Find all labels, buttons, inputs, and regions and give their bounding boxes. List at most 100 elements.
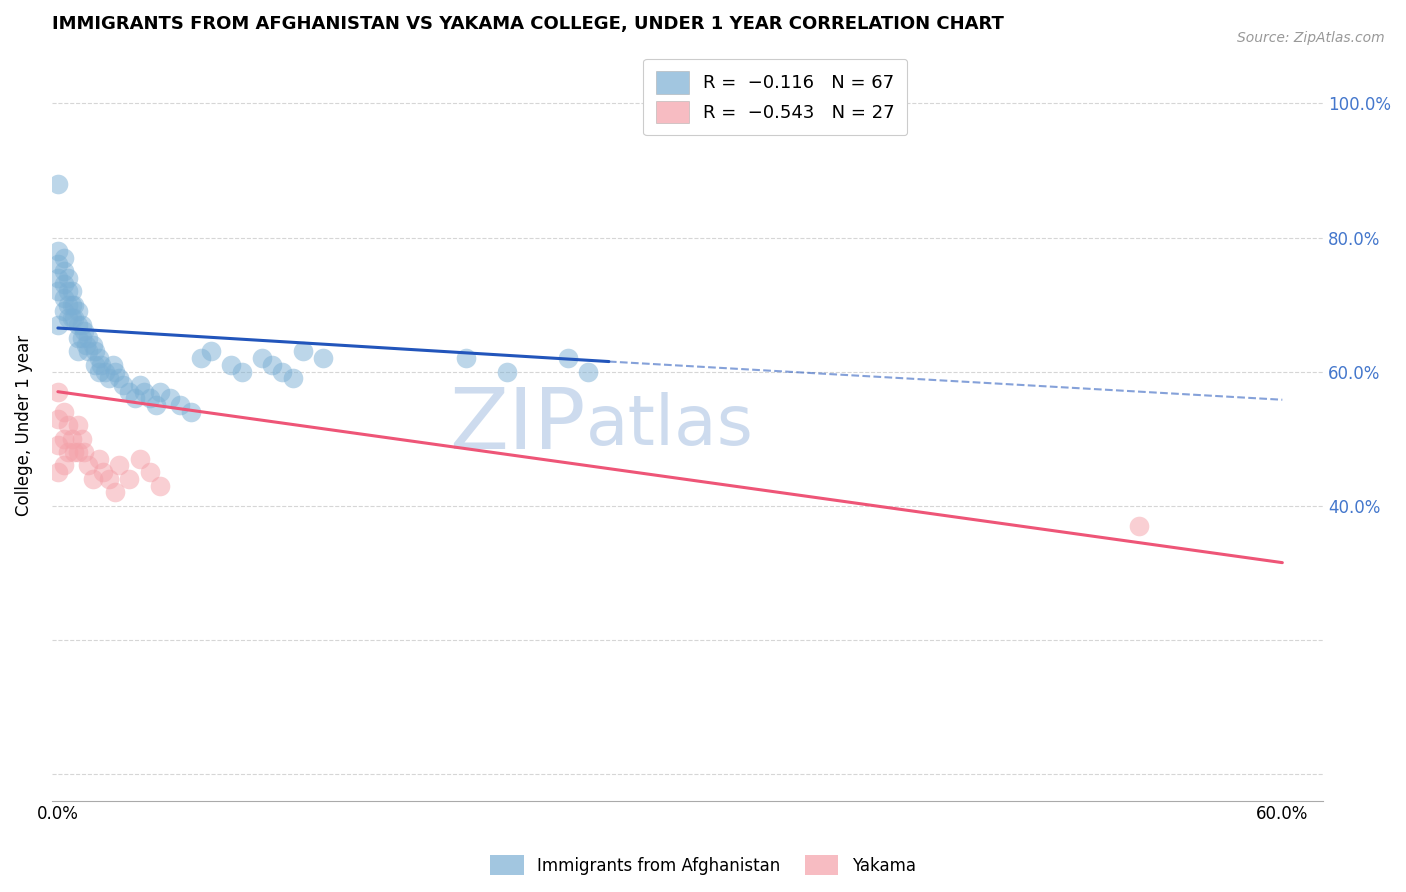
Point xyxy=(60,297,83,311)
Point xyxy=(63,310,86,325)
Point xyxy=(67,418,90,433)
Text: ZIP: ZIP xyxy=(450,384,586,467)
Point xyxy=(221,358,243,372)
Point xyxy=(271,365,294,379)
Text: atlas: atlas xyxy=(586,392,754,458)
Point xyxy=(75,338,97,352)
Point xyxy=(91,465,114,479)
Point xyxy=(53,291,76,305)
Point xyxy=(231,365,253,379)
Point xyxy=(73,324,96,338)
Point xyxy=(454,351,477,366)
Point xyxy=(112,378,135,392)
Point xyxy=(82,338,104,352)
Point xyxy=(101,358,124,372)
Point xyxy=(87,365,110,379)
Point xyxy=(46,465,69,479)
Point xyxy=(53,264,76,278)
Point xyxy=(557,351,579,366)
Point xyxy=(145,398,167,412)
Point xyxy=(90,358,112,372)
Point xyxy=(67,331,90,345)
Point xyxy=(67,318,90,332)
Point xyxy=(77,458,100,473)
Point xyxy=(46,284,69,298)
Point xyxy=(82,472,104,486)
Point xyxy=(83,344,105,359)
Point xyxy=(108,371,131,385)
Point xyxy=(1128,518,1150,533)
Point xyxy=(63,297,86,311)
Point xyxy=(149,478,172,492)
Point xyxy=(56,284,79,298)
Point xyxy=(53,432,76,446)
Point xyxy=(250,351,273,366)
Point xyxy=(60,310,83,325)
Point xyxy=(495,365,517,379)
Point xyxy=(56,297,79,311)
Text: Source: ZipAtlas.com: Source: ZipAtlas.com xyxy=(1237,31,1385,45)
Point xyxy=(180,405,202,419)
Point xyxy=(281,371,304,385)
Point xyxy=(72,318,94,332)
Legend: Immigrants from Afghanistan, Yakama: Immigrants from Afghanistan, Yakama xyxy=(482,847,924,884)
Point xyxy=(46,438,69,452)
Point xyxy=(46,270,69,285)
Point xyxy=(67,344,90,359)
Point xyxy=(46,411,69,425)
Point xyxy=(56,445,79,459)
Text: IMMIGRANTS FROM AFGHANISTAN VS YAKAMA COLLEGE, UNDER 1 YEAR CORRELATION CHART: IMMIGRANTS FROM AFGHANISTAN VS YAKAMA CO… xyxy=(52,15,1004,33)
Point xyxy=(60,432,83,446)
Legend: R =  −0.116   N = 67, R =  −0.543   N = 27: R = −0.116 N = 67, R = −0.543 N = 27 xyxy=(644,59,907,136)
Point xyxy=(94,365,117,379)
Point xyxy=(63,445,86,459)
Point xyxy=(83,358,105,372)
Point xyxy=(72,331,94,345)
Point xyxy=(46,257,69,271)
Point xyxy=(118,472,141,486)
Point xyxy=(46,244,69,258)
Point xyxy=(138,465,160,479)
Point xyxy=(108,458,131,473)
Point xyxy=(87,351,110,366)
Point xyxy=(53,277,76,292)
Point xyxy=(128,378,150,392)
Point xyxy=(77,331,100,345)
Point xyxy=(53,251,76,265)
Point xyxy=(169,398,191,412)
Point xyxy=(104,365,127,379)
Point xyxy=(291,344,314,359)
Point xyxy=(97,371,120,385)
Point xyxy=(578,365,600,379)
Point xyxy=(262,358,284,372)
Point xyxy=(190,351,212,366)
Point xyxy=(73,445,96,459)
Point xyxy=(97,472,120,486)
Point xyxy=(46,177,69,191)
Point xyxy=(53,458,76,473)
Y-axis label: College, Under 1 year: College, Under 1 year xyxy=(15,334,32,516)
Point xyxy=(118,384,141,399)
Point xyxy=(87,451,110,466)
Point xyxy=(67,304,90,318)
Point xyxy=(132,384,155,399)
Point xyxy=(67,445,90,459)
Point xyxy=(60,284,83,298)
Point xyxy=(128,451,150,466)
Point xyxy=(124,392,146,406)
Point xyxy=(200,344,222,359)
Point xyxy=(138,392,160,406)
Point xyxy=(56,310,79,325)
Point xyxy=(46,318,69,332)
Point xyxy=(53,405,76,419)
Point xyxy=(312,351,335,366)
Point xyxy=(159,392,181,406)
Point xyxy=(56,418,79,433)
Point xyxy=(53,304,76,318)
Point xyxy=(56,270,79,285)
Point xyxy=(77,344,100,359)
Point xyxy=(46,384,69,399)
Point xyxy=(149,384,172,399)
Point xyxy=(104,485,127,500)
Point xyxy=(72,432,94,446)
